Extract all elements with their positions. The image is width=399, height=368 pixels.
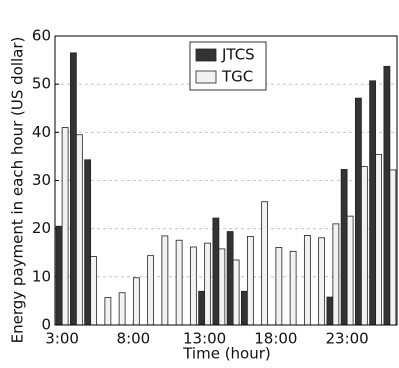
bar (218, 248, 226, 326)
bar (61, 127, 69, 326)
bar (275, 247, 283, 326)
bar (375, 154, 383, 326)
bar (326, 296, 334, 326)
bar (383, 65, 391, 326)
y-tick-label: 50 (32, 75, 51, 93)
bar (240, 290, 248, 326)
x-tick-label: 8:00 (117, 330, 151, 348)
bar (147, 255, 155, 326)
legend-swatch (195, 70, 217, 84)
bar (246, 235, 254, 326)
bar (69, 52, 77, 326)
bar (132, 277, 140, 326)
y-tick-label: 20 (32, 219, 51, 237)
bar (204, 242, 212, 326)
legend-label: JTCS (221, 46, 255, 64)
bar (369, 80, 377, 326)
bar (84, 159, 92, 326)
y-tick-label: 60 (32, 27, 51, 45)
bar (346, 215, 354, 326)
bar (198, 290, 206, 326)
y-tick-label: 30 (32, 171, 51, 189)
bar (303, 235, 311, 326)
y-tick-label: 0 (41, 316, 51, 334)
bar (340, 169, 348, 326)
bar (212, 217, 220, 326)
x-tick-label: 18:00 (254, 330, 297, 348)
bar (261, 201, 269, 326)
bar (55, 225, 63, 326)
bar (318, 237, 326, 326)
legend-swatch (195, 48, 217, 62)
x-tick-label: 23:00 (326, 330, 369, 348)
bar (332, 223, 340, 326)
bar (354, 97, 362, 326)
bar (118, 292, 126, 326)
bar (75, 134, 83, 326)
bar (189, 246, 197, 326)
x-tick-label: 13:00 (183, 330, 226, 348)
bar (232, 259, 240, 326)
x-tick-label: 3:00 (45, 330, 79, 348)
y-axis-label: Energy payment in each hour (US dollar) (9, 37, 27, 344)
bar (161, 235, 169, 326)
bar (226, 231, 234, 326)
bar (175, 239, 183, 326)
legend-label: TGC (221, 68, 253, 86)
y-tick-label: 10 (32, 267, 51, 285)
bar (104, 297, 112, 326)
plot-frame (54, 35, 398, 326)
bar (360, 166, 368, 326)
bar (90, 256, 98, 326)
bar (389, 169, 397, 326)
x-axis-label: Time (hour) (182, 345, 271, 363)
bar (289, 250, 297, 326)
y-tick-label: 40 (32, 123, 51, 141)
